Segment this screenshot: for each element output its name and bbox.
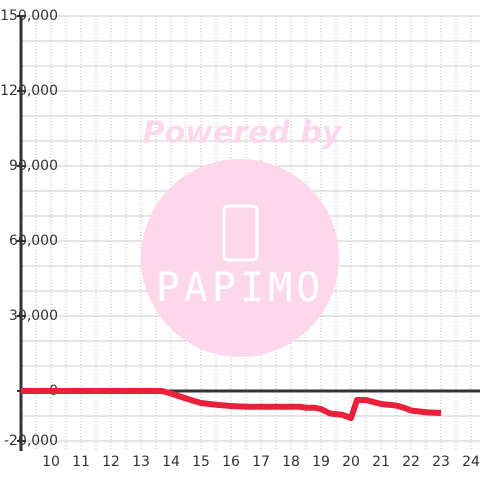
x-tick-label: 21: [372, 454, 390, 470]
y-tick-label: 30,000: [9, 308, 58, 324]
x-tick-label: 13: [132, 454, 150, 470]
x-tick-label: 23: [432, 454, 450, 470]
x-tick-label: 16: [222, 454, 240, 470]
x-tick-label: 19: [312, 454, 330, 470]
x-tick-label: 18: [282, 454, 300, 470]
watermark-heading: Powered by: [143, 116, 343, 151]
x-tick-label: 14: [162, 454, 180, 470]
watermark-brand: PAPIMO: [156, 265, 325, 311]
x-tick-label: 22: [402, 454, 420, 470]
x-tick-label: 11: [72, 454, 90, 470]
x-tick-label: 24: [462, 454, 480, 470]
watermark-phone: [222, 204, 259, 262]
x-tick-label: 10: [42, 454, 60, 470]
y-tick-label: -20,000: [4, 433, 58, 449]
x-tick-label: 12: [102, 454, 120, 470]
y-tick-label: 60,000: [9, 233, 58, 249]
y-tick-label: 150,000: [0, 8, 58, 24]
watermark-circle: [141, 159, 339, 357]
x-tick-label: 20: [342, 454, 360, 470]
y-tick-label: 90,000: [9, 158, 58, 174]
y-tick-label: 120,000: [0, 83, 58, 99]
x-tick-label: 15: [192, 454, 210, 470]
line: [21, 388, 442, 421]
x-tick-label: 17: [252, 454, 270, 470]
